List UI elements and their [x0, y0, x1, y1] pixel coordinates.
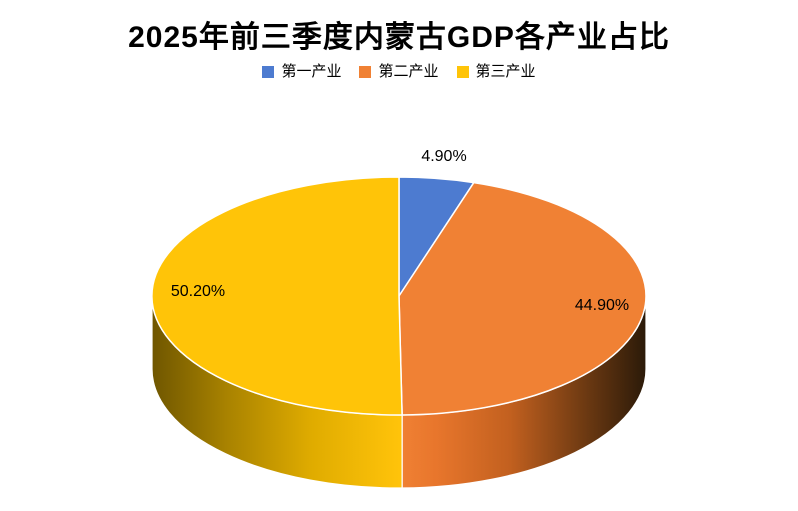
chart-title: 2025年前三季度内蒙古GDP各产业占比	[128, 21, 670, 54]
legend-swatch-industry-2-icon	[359, 66, 372, 78]
legend-swatch-industry-3-icon	[456, 66, 469, 78]
legend-swatch-industry-1-icon	[262, 66, 275, 78]
pie-slice-industry-3[interactable]	[151, 176, 403, 416]
legend-item-industry-3[interactable]: 第三产业	[456, 63, 536, 81]
pie-slice-industry-2[interactable]	[398, 181, 647, 416]
chart-legend: 第一产业 第二产业 第三产业	[0, 63, 798, 81]
legend-label-industry-1: 第一产业	[281, 63, 342, 80]
legend-label-industry-2: 第二产业	[378, 63, 439, 80]
legend-item-industry-1[interactable]: 第一产业	[262, 63, 341, 81]
legend-item-industry-2[interactable]: 第二产业	[359, 63, 439, 81]
legend-label-industry-3: 第三产业	[475, 63, 536, 80]
